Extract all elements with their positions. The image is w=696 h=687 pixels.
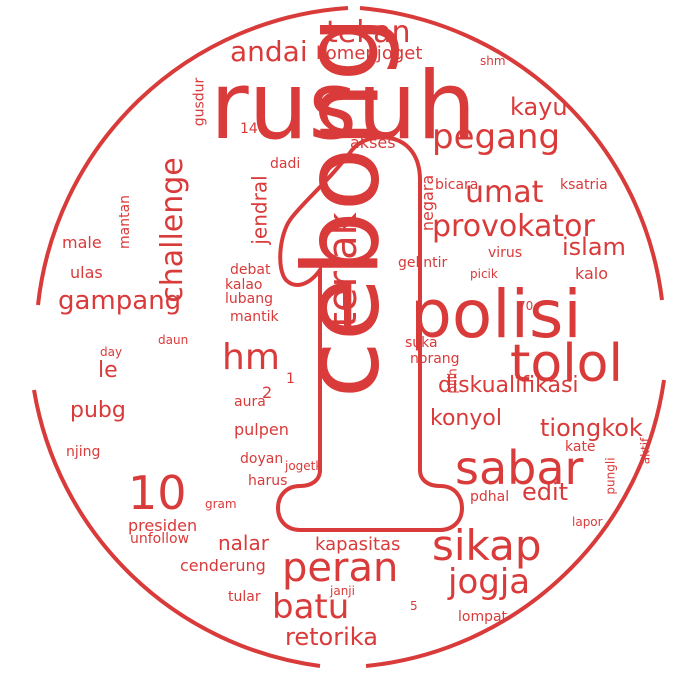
cloud-word: pulpen: [234, 420, 289, 439]
cloud-word: lapor: [572, 515, 603, 529]
cloud-word: doyan: [240, 451, 284, 467]
cloud-word: teriak: [319, 212, 366, 328]
cloud-word: provokator: [432, 209, 595, 244]
cloud-word: islam: [562, 233, 626, 261]
circle-outline: [359, 6, 664, 301]
cloud-word: virus: [488, 245, 523, 261]
cloud-word: 1: [286, 371, 295, 387]
cloud-word: suka: [405, 335, 438, 351]
cloud-word: norang: [410, 351, 460, 367]
cloud-word: challenge: [154, 157, 190, 303]
cloud-word: picik: [470, 267, 498, 281]
cloud-word: kayu: [510, 93, 568, 121]
cloud-word: aktif: [638, 437, 653, 465]
cloud-word: kate: [565, 439, 596, 455]
cloud-word: akses: [350, 133, 396, 152]
cloud-word: day: [100, 345, 123, 359]
cloud-word: kalo: [575, 264, 609, 283]
cloud-word: cebong: [280, 15, 403, 399]
cloud-word: jogetk: [285, 459, 323, 473]
cloud-word: gusdur: [191, 77, 208, 127]
circle-outline: [36, 6, 349, 306]
cloud-word: aura: [234, 394, 266, 410]
circle-outline: [32, 389, 321, 668]
cloud-word: tiongkok: [540, 414, 643, 442]
cloud-word: lubang: [225, 291, 273, 307]
cloud-word: negara: [418, 174, 438, 232]
cloud-word: peran: [282, 545, 399, 591]
cloud-word: sikap: [432, 521, 542, 570]
cloud-word: gelintir: [398, 255, 448, 271]
cloud-word: dadi: [270, 156, 301, 172]
cloud-word: polisi: [410, 276, 582, 353]
cloud-word: pubg: [70, 398, 126, 423]
cloud-word: tular: [228, 589, 261, 605]
cloud-word: pegang: [432, 117, 561, 157]
cloud-word: lompat: [458, 609, 508, 625]
cloud-word: unfollow: [130, 531, 190, 547]
cloud-word: male: [62, 233, 102, 252]
cloud-word: umat: [465, 175, 544, 210]
cloud-word: presiden: [128, 516, 198, 535]
cloud-word: nalar: [218, 531, 269, 555]
cloud-word: 14: [240, 121, 258, 137]
cloud-word: komenjoget: [316, 43, 423, 64]
cloud-word: cenderung: [180, 556, 266, 575]
cloud-word: ulas: [70, 263, 103, 282]
cloud-word: hm: [222, 337, 280, 378]
cloud-word: rusuh: [210, 52, 477, 161]
cloud-word: pdhal: [470, 489, 510, 505]
circle-outline: [365, 379, 666, 668]
cloud-word: ksatria: [560, 177, 608, 193]
cloud-word: pilih: [445, 368, 460, 394]
cloud-word: jendral: [247, 175, 272, 245]
cloud-word: 70: [518, 299, 534, 313]
cloud-word: bicara: [435, 177, 479, 193]
cloud-word: tekan: [326, 15, 411, 50]
cloud-word: njing: [66, 444, 101, 460]
cloud-word: kalao: [225, 277, 263, 293]
cloud-word: diskualifikasi: [438, 373, 579, 398]
cloud-word: daun: [158, 333, 189, 347]
cloud-word: pungli: [603, 457, 618, 495]
cloud-word: mantik: [230, 309, 279, 325]
cloud-word: retorika: [285, 623, 378, 651]
cloud-word: le: [98, 358, 118, 383]
cloud-word: kapasitas: [315, 534, 401, 555]
cloud-word: edit: [522, 478, 569, 506]
cloud-word: andai: [230, 35, 308, 68]
cloud-word: sabar: [455, 441, 584, 495]
cloud-word: mantan: [117, 194, 134, 250]
cloud-word: gampang: [58, 286, 182, 316]
cloud-word: janji: [330, 584, 355, 598]
cloud-word: shm: [480, 54, 506, 68]
cloud-word: 2: [262, 383, 273, 402]
cloud-word: harus: [248, 473, 288, 489]
cloud-word: 5: [410, 599, 418, 613]
cloud-word: jogja: [448, 562, 531, 602]
cloud-word: batu: [272, 587, 350, 627]
cloud-word: konyol: [430, 406, 502, 431]
cloud-word: debat: [230, 262, 271, 278]
cloud-word: gram: [205, 497, 237, 511]
numeral-one-outline: [275, 135, 465, 532]
cloud-word: 10: [128, 466, 187, 520]
cloud-word: tolol: [510, 334, 623, 394]
